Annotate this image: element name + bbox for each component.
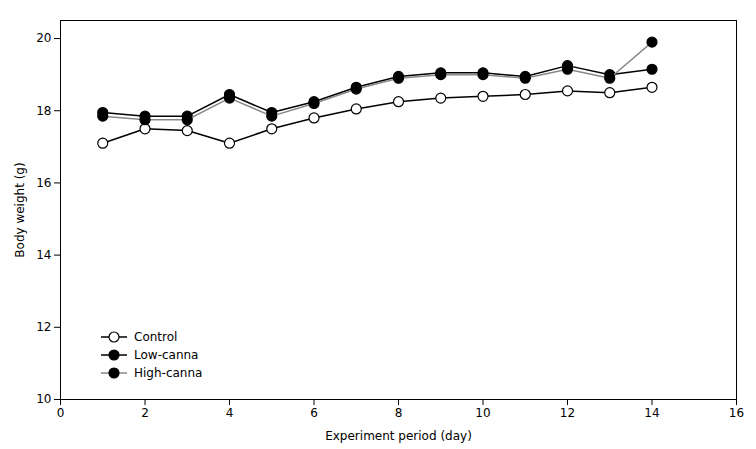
html-text:Control: Control bbox=[134, 330, 178, 344]
svg-text:4: 4 bbox=[226, 406, 234, 420]
svg-text:10: 10 bbox=[475, 406, 490, 420]
svg-text:18: 18 bbox=[36, 104, 51, 118]
svg-text:Experiment period (day): Experiment period (day) bbox=[325, 429, 472, 443]
svg-text:8: 8 bbox=[395, 406, 403, 420]
html-text:High-canna: High-canna bbox=[134, 366, 203, 380]
svg-text:12: 12 bbox=[560, 406, 575, 420]
svg-text:10: 10 bbox=[36, 392, 51, 406]
svg-text:16: 16 bbox=[36, 176, 51, 190]
svg-text:6: 6 bbox=[310, 406, 318, 420]
svg-text:12: 12 bbox=[36, 320, 51, 334]
svg-text:16: 16 bbox=[729, 406, 744, 420]
svg-text:20: 20 bbox=[36, 31, 51, 45]
svg-text:0: 0 bbox=[57, 406, 65, 420]
html-text:Low-canna: Low-canna bbox=[134, 348, 199, 362]
svg-text:Body weight (g): Body weight (g) bbox=[13, 162, 27, 257]
svg-text:14: 14 bbox=[644, 406, 659, 420]
svg-text:14: 14 bbox=[36, 248, 51, 262]
svg-text:2: 2 bbox=[141, 406, 149, 420]
